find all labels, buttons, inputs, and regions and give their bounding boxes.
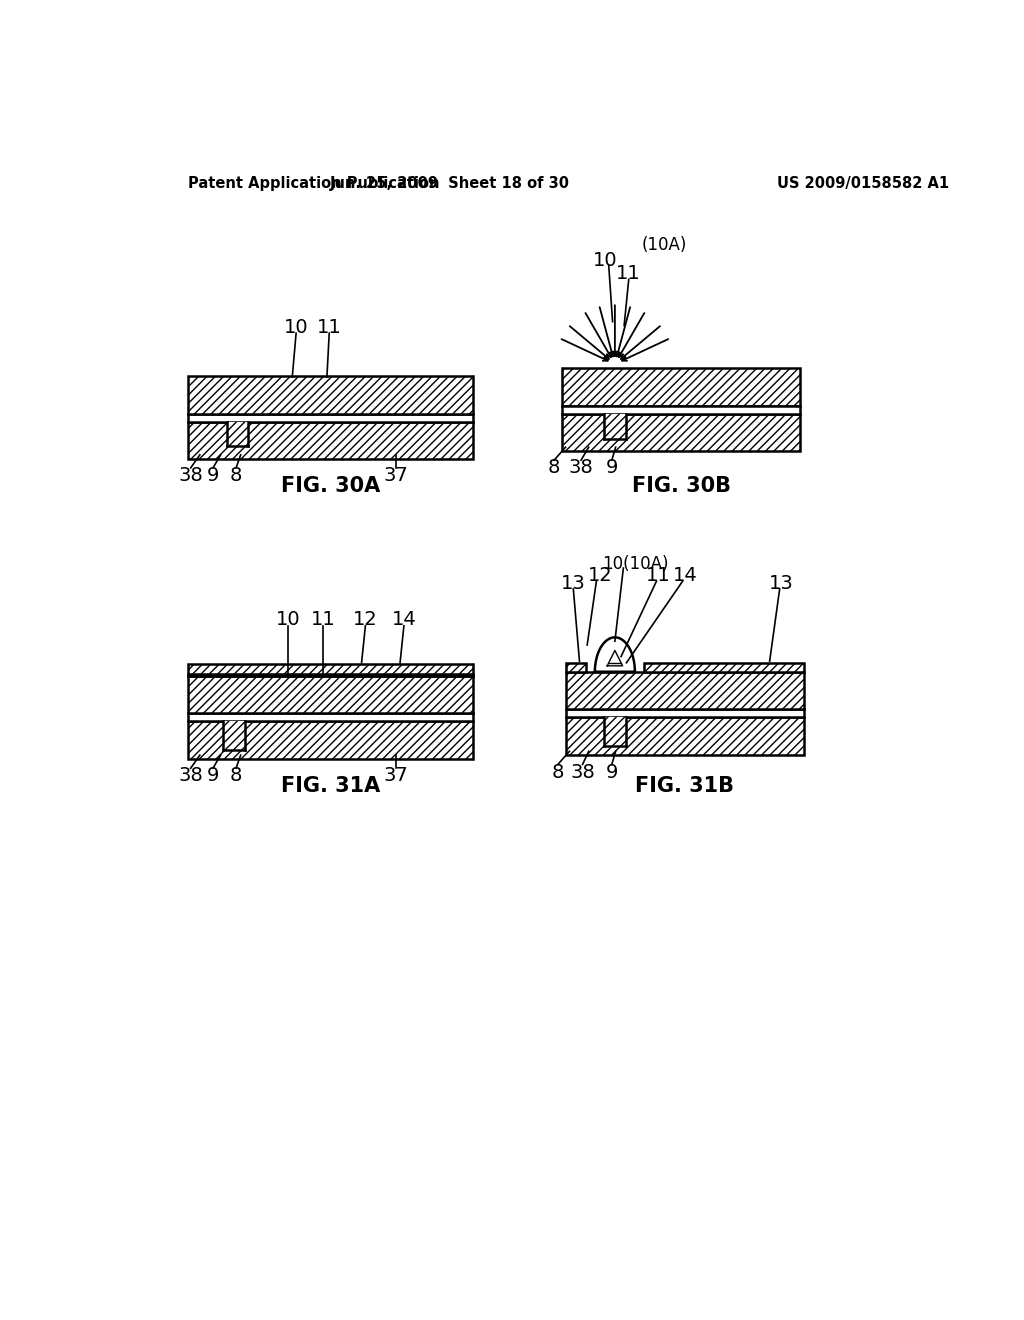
Text: 14: 14	[391, 610, 417, 630]
Text: FIG. 31B: FIG. 31B	[636, 776, 734, 796]
Text: 12: 12	[353, 610, 378, 630]
Bar	[604, 717, 626, 746]
Text: 10: 10	[593, 251, 617, 269]
Bar	[604, 717, 626, 746]
Text: 10: 10	[284, 318, 308, 337]
Text: FIG. 31A: FIG. 31A	[282, 776, 380, 796]
Bar	[565, 717, 804, 755]
Text: 9: 9	[605, 763, 618, 781]
Text: 8: 8	[229, 466, 243, 486]
Bar	[644, 663, 804, 672]
Bar	[188, 422, 473, 459]
Text: 10(10A): 10(10A)	[602, 556, 669, 573]
Bar	[562, 407, 801, 414]
Text: 8: 8	[548, 458, 560, 478]
Text: 8: 8	[552, 763, 564, 781]
Text: 9: 9	[207, 466, 219, 486]
Bar	[188, 414, 473, 422]
Bar	[188, 376, 473, 414]
Bar	[188, 713, 473, 721]
Text: 12: 12	[588, 566, 612, 585]
Text: 38: 38	[178, 767, 203, 785]
Text: Jun. 25, 2009  Sheet 18 of 30: Jun. 25, 2009 Sheet 18 of 30	[330, 176, 570, 190]
Bar	[565, 672, 804, 709]
Text: 10: 10	[276, 610, 301, 630]
Bar	[188, 676, 473, 713]
Bar	[565, 709, 804, 717]
Text: (10A): (10A)	[642, 236, 687, 253]
Text: FIG. 30B: FIG. 30B	[632, 475, 730, 495]
Bar	[226, 422, 249, 446]
Bar	[594, 669, 636, 673]
Bar	[188, 664, 473, 673]
Text: 11: 11	[316, 318, 342, 337]
Text: US 2009/0158582 A1: US 2009/0158582 A1	[777, 176, 949, 190]
Polygon shape	[595, 638, 635, 672]
Bar	[226, 422, 249, 446]
Text: 38: 38	[178, 466, 203, 486]
Bar	[223, 721, 245, 750]
Text: 37: 37	[384, 466, 409, 486]
Bar	[223, 721, 245, 750]
Bar	[188, 721, 473, 759]
Text: 13: 13	[561, 574, 586, 593]
Text: 11: 11	[310, 610, 336, 630]
Text: 9: 9	[605, 458, 618, 478]
Text: 11: 11	[646, 566, 671, 585]
Bar	[565, 663, 586, 672]
Text: 13: 13	[769, 574, 794, 593]
Text: Patent Application Publication: Patent Application Publication	[188, 176, 440, 190]
Text: FIG. 30A: FIG. 30A	[282, 475, 380, 495]
Bar	[562, 368, 801, 407]
Text: 37: 37	[384, 767, 409, 785]
Text: 38: 38	[570, 763, 595, 781]
Text: 9: 9	[207, 767, 219, 785]
Bar	[188, 673, 473, 676]
Bar	[604, 414, 626, 438]
Text: 14: 14	[673, 566, 697, 585]
Text: 38: 38	[568, 458, 593, 478]
Text: 11: 11	[616, 264, 641, 282]
Bar	[562, 414, 801, 451]
Bar	[604, 414, 626, 438]
Text: 8: 8	[229, 767, 243, 785]
